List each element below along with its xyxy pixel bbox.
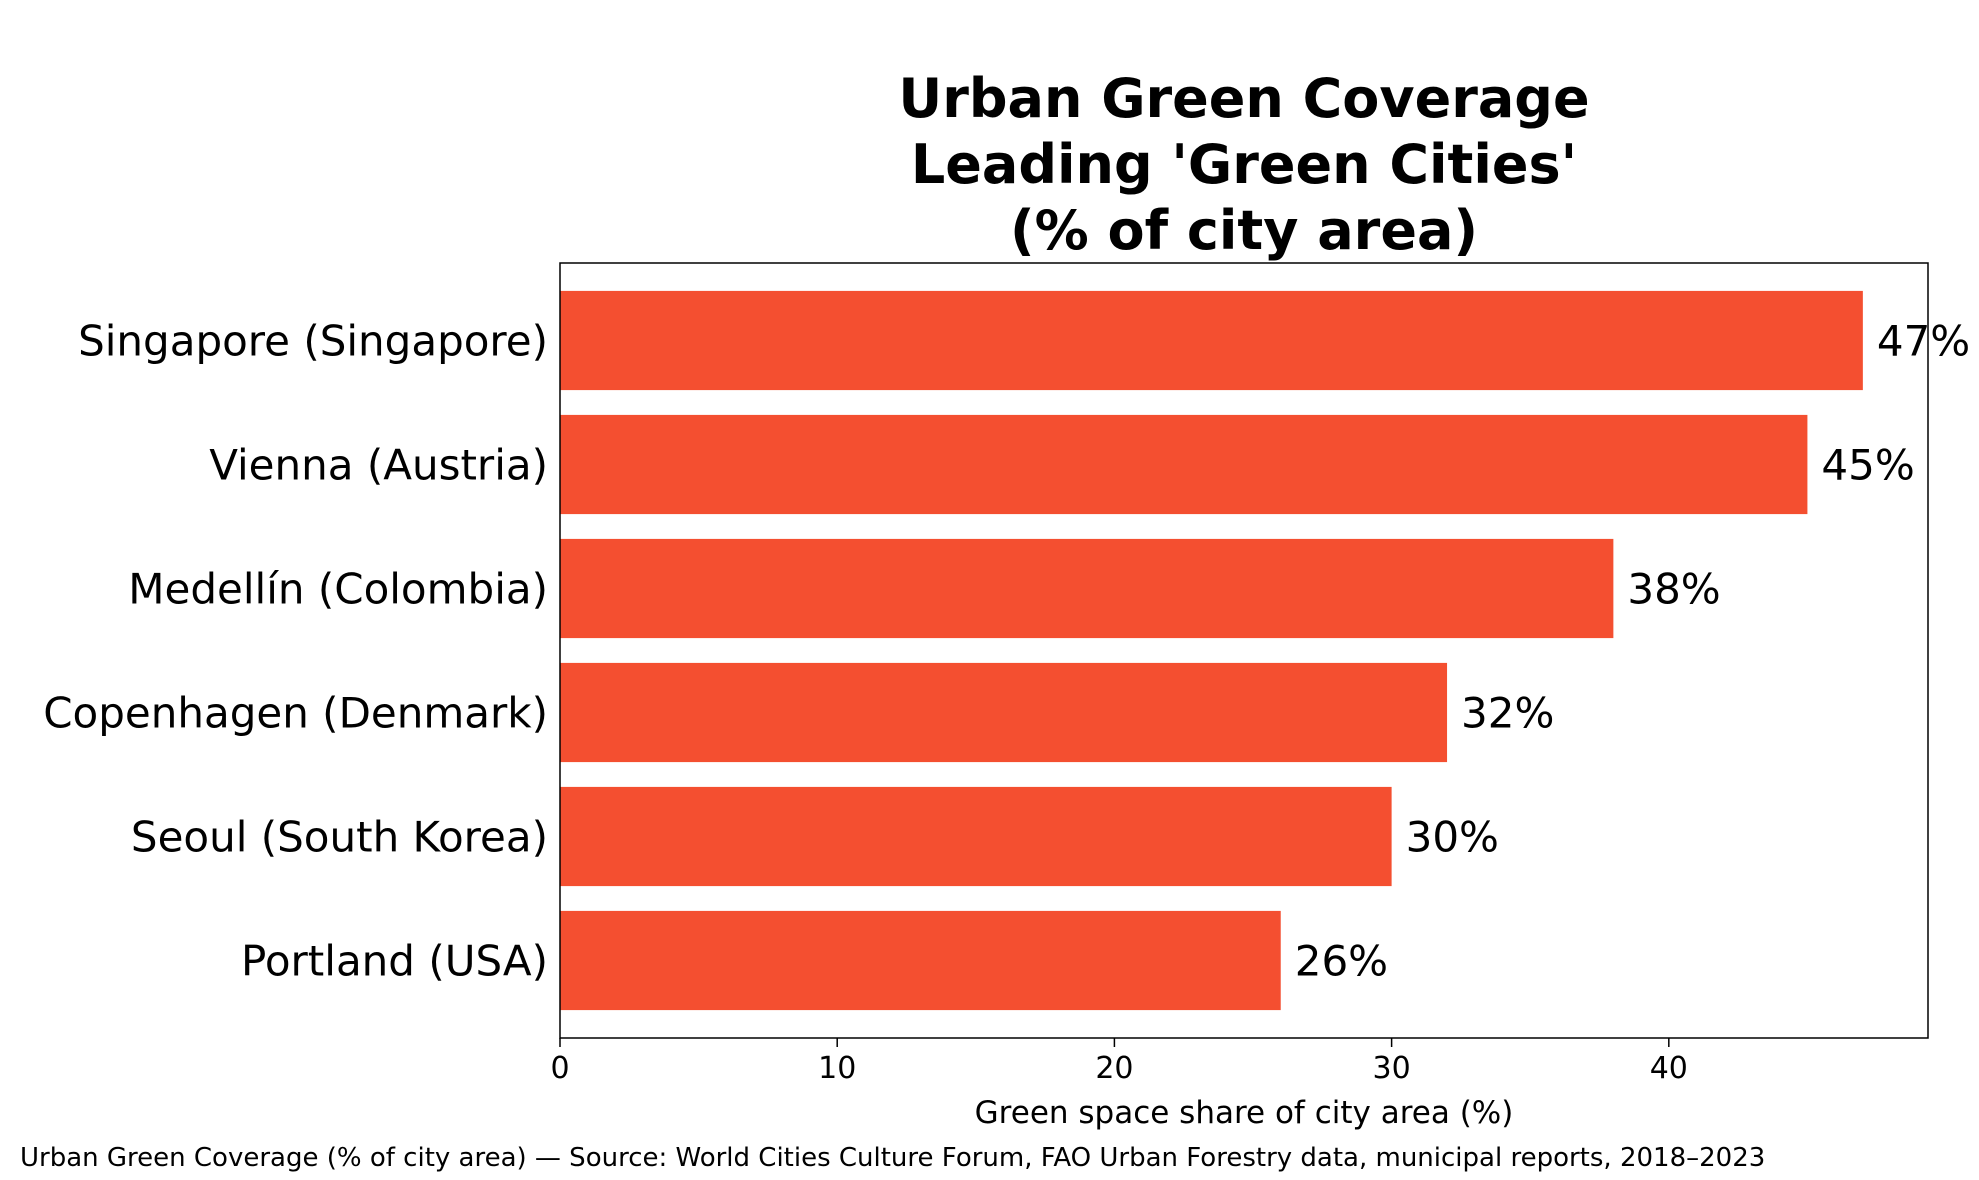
value-label: 30% bbox=[1406, 813, 1499, 862]
x-tick-label: 40 bbox=[1650, 1051, 1688, 1086]
value-label: 32% bbox=[1461, 689, 1554, 738]
x-axis-label: Green space share of city area (%) bbox=[975, 1095, 1514, 1131]
bar bbox=[560, 662, 1448, 763]
category-label: Medellín (Colombia) bbox=[128, 565, 548, 614]
chart-title-line: (% of city area) bbox=[1010, 199, 1478, 262]
x-axis-ticks: 0 10 20 30 40 bbox=[550, 1038, 1688, 1086]
value-label: 38% bbox=[1627, 565, 1720, 614]
x-tick-label: 30 bbox=[1373, 1051, 1411, 1086]
bar bbox=[560, 786, 1392, 887]
plot-frame bbox=[559, 262, 1929, 1039]
category-labels: Singapore (Singapore) Vienna (Austria) Med… bbox=[43, 317, 548, 986]
category-label: Copenhagen (Denmark) bbox=[43, 689, 548, 738]
value-label: 47% bbox=[1877, 317, 1970, 366]
value-labels: 47% 45% 38% 32% 30% 26% bbox=[1295, 317, 1970, 986]
x-tick-label: 20 bbox=[1095, 1051, 1133, 1086]
category-label: Seoul (South Korea) bbox=[131, 813, 548, 862]
bar bbox=[560, 414, 1808, 515]
bar bbox=[560, 910, 1281, 1011]
category-label: Vienna (Austria) bbox=[209, 441, 548, 490]
x-tick-label: 10 bbox=[818, 1051, 856, 1086]
bar bbox=[560, 538, 1614, 639]
chart-title-line: Leading 'Green Cities' bbox=[911, 133, 1577, 196]
category-label: Portland (USA) bbox=[241, 937, 548, 986]
category-label: Singapore (Singapore) bbox=[78, 317, 548, 366]
bar bbox=[560, 290, 1863, 391]
value-label: 26% bbox=[1295, 937, 1388, 986]
value-label: 45% bbox=[1821, 441, 1914, 490]
source-footnote: Urban Green Coverage (% of city area) — … bbox=[20, 1143, 1766, 1173]
chart-title-line: Urban Green Coverage bbox=[898, 67, 1589, 130]
bars bbox=[560, 290, 1863, 1011]
x-tick-label: 0 bbox=[550, 1051, 569, 1086]
